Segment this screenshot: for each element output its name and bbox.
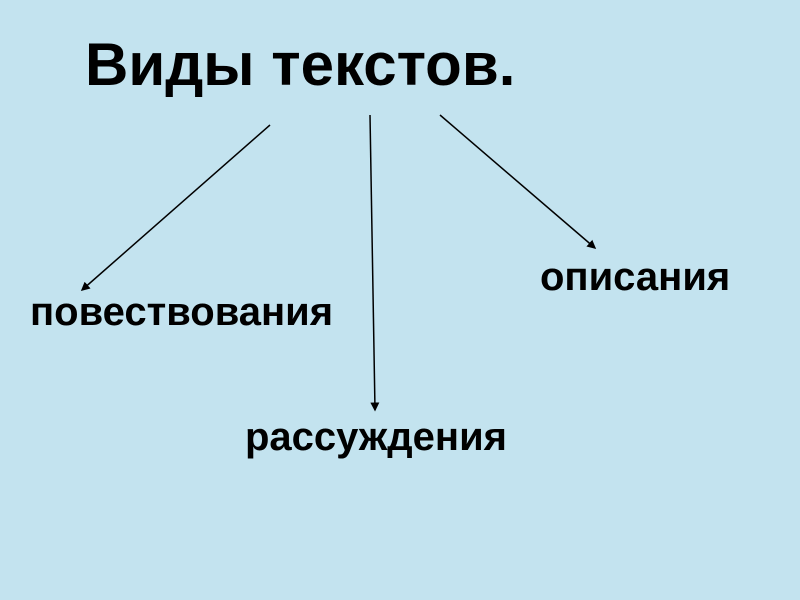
node-left-label: повествования <box>30 290 333 335</box>
node-right-label: описания <box>540 255 720 300</box>
edge-left <box>82 125 270 290</box>
edge-right <box>440 115 595 248</box>
edge-bottom <box>370 115 375 410</box>
node-bottom-label: рассуждения <box>245 415 507 460</box>
diagram-title: Виды текстов. <box>85 30 515 99</box>
